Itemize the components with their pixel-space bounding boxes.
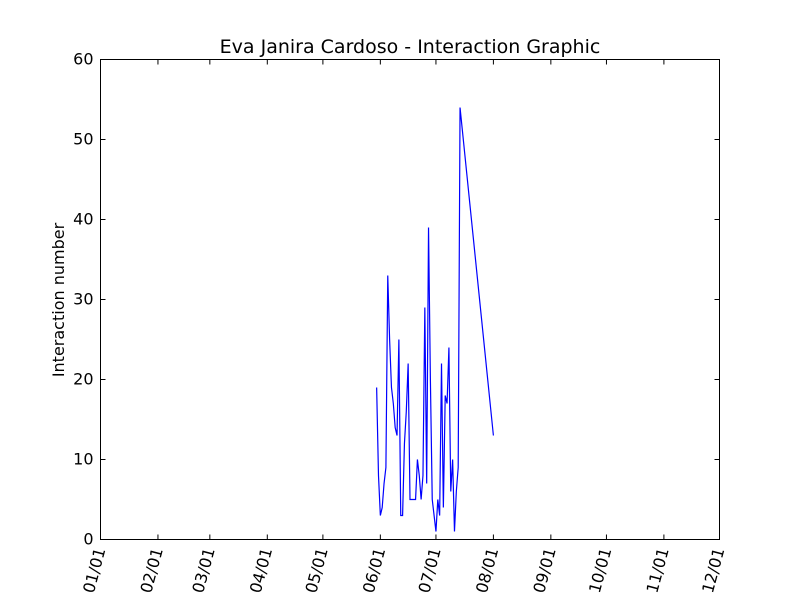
- x-tick-label: 10/01: [585, 546, 615, 595]
- y-tick-label: 40: [73, 210, 93, 229]
- chart-title: Eva Janira Cardoso - Interaction Graphic: [220, 36, 601, 58]
- x-tick-label: 02/01: [137, 546, 167, 595]
- y-tick-label: 20: [73, 370, 93, 389]
- y-tick-label: 30: [73, 290, 93, 309]
- y-axis-label: Interaction number: [49, 222, 68, 377]
- y-tick-label: 10: [73, 450, 93, 469]
- x-tick-label: 06/01: [359, 546, 389, 595]
- x-tick-label: 12/01: [698, 546, 728, 595]
- x-tick-label: 09/01: [529, 546, 559, 595]
- y-tick-label: 0: [83, 530, 93, 549]
- x-tick-label: 11/01: [642, 546, 672, 595]
- x-tick-label: 07/01: [415, 546, 445, 595]
- x-tick-label: 05/01: [301, 546, 331, 595]
- series-line: [377, 108, 494, 532]
- x-tick-label: 08/01: [472, 546, 502, 595]
- y-tick-label: 50: [73, 130, 93, 149]
- x-tick-label: 03/01: [188, 546, 218, 595]
- x-tick-label: 01/01: [79, 546, 109, 595]
- series-lines: [377, 108, 494, 532]
- y-tick-label: 60: [73, 50, 93, 69]
- x-tick-label: 04/01: [246, 546, 276, 595]
